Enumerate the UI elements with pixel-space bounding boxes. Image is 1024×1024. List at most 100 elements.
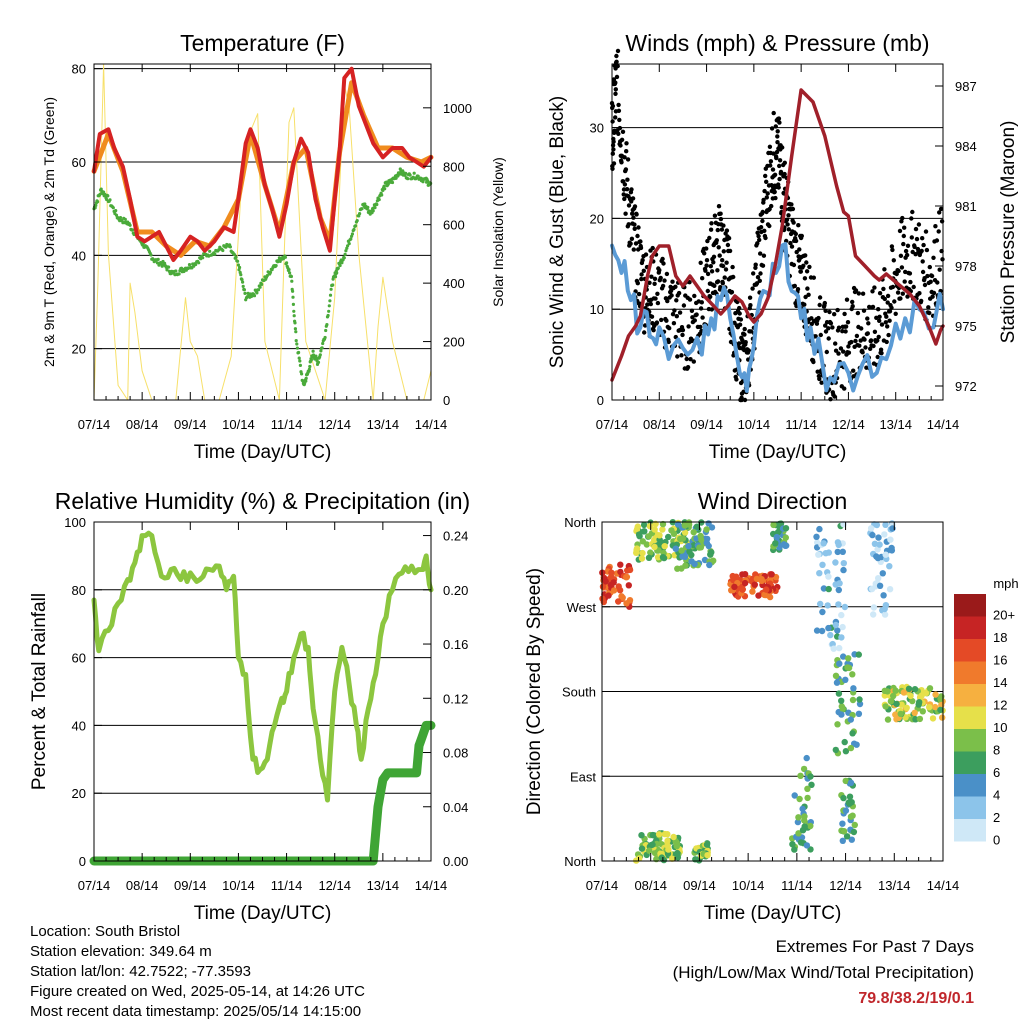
gust-series-point bbox=[648, 301, 653, 307]
wind-direction-point bbox=[820, 585, 828, 592]
rh-x-tick-label: 14/14 bbox=[415, 878, 448, 893]
wind-direction-point bbox=[879, 570, 886, 577]
dewpoint-series-point bbox=[373, 206, 377, 210]
gust-series-point bbox=[674, 298, 679, 303]
gust-series-point bbox=[624, 141, 629, 146]
wind-direction-point bbox=[882, 703, 889, 710]
gust-series-point bbox=[811, 275, 816, 280]
gust-series-point bbox=[807, 264, 812, 270]
gust-series-point bbox=[616, 102, 621, 108]
gust-series-point bbox=[720, 281, 725, 286]
wind-y2-tick-label: 987 bbox=[955, 79, 977, 94]
wind-y-tick-label: 0 bbox=[597, 393, 604, 408]
wind-direction-point bbox=[801, 817, 808, 824]
gust-series-point bbox=[876, 334, 881, 340]
dewpoint-series-point bbox=[382, 184, 386, 188]
dir-x-tick-label: 13/14 bbox=[878, 878, 911, 893]
wind-y2-tick-label: 984 bbox=[955, 139, 977, 154]
temp-x-tick-label: 12/14 bbox=[318, 417, 351, 432]
dewpoint-series-point bbox=[167, 265, 171, 269]
gust-series-point bbox=[939, 219, 945, 224]
dewpoint-series-point bbox=[297, 356, 301, 360]
rh-x-tick-label: 07/14 bbox=[78, 878, 111, 893]
wind-direction-point bbox=[697, 532, 704, 540]
wind-direction-point bbox=[800, 765, 808, 773]
gust-series-point bbox=[622, 182, 628, 187]
dewpoint-series-point bbox=[329, 287, 333, 291]
gust-series-point bbox=[897, 228, 903, 234]
dewpoint-series-point bbox=[241, 284, 245, 288]
rh-x-tick-label: 09/14 bbox=[174, 878, 207, 893]
dewpoint-series-point bbox=[300, 372, 304, 376]
dewpoint-series-point bbox=[383, 187, 387, 191]
wind-direction-point bbox=[867, 525, 875, 532]
gust-series-point bbox=[797, 247, 802, 252]
dewpoint-series-point bbox=[242, 288, 246, 292]
dewpoint-series-point bbox=[159, 262, 163, 266]
wind-direction-point bbox=[838, 697, 845, 704]
dewpoint-series-point bbox=[333, 275, 338, 279]
gust-series-point bbox=[738, 317, 744, 322]
gust-series-point bbox=[905, 243, 911, 248]
gust-series-point bbox=[688, 357, 693, 362]
gust-series-point bbox=[771, 151, 776, 156]
dewpoint-series-point bbox=[412, 171, 416, 175]
gust-series-point bbox=[883, 320, 888, 325]
gust-series-point bbox=[877, 318, 882, 323]
gust-series-point bbox=[865, 331, 870, 336]
gust-series-point bbox=[686, 324, 691, 329]
wind-direction-point bbox=[645, 533, 652, 540]
gust-series-point bbox=[691, 359, 696, 364]
wind-direction-point bbox=[849, 671, 856, 678]
gust-series-point bbox=[891, 258, 896, 263]
gust-series-point bbox=[925, 273, 930, 279]
gust-series-point bbox=[694, 312, 699, 317]
dewpoint-series-point bbox=[243, 291, 247, 295]
gust-series-point bbox=[788, 240, 793, 246]
gust-series-point bbox=[889, 244, 895, 249]
wind-direction-point bbox=[599, 583, 607, 590]
gust-series-point bbox=[876, 307, 881, 312]
gust-series-point bbox=[636, 291, 642, 297]
gust-series-point bbox=[611, 161, 617, 166]
temp-x-axis-label: Time (Day/UTC) bbox=[194, 442, 332, 463]
gust-series-point bbox=[707, 235, 712, 241]
wind-direction-point bbox=[836, 580, 843, 587]
dewpoint-series-point bbox=[350, 232, 354, 236]
dewpoint-series-point bbox=[408, 173, 412, 177]
gust-series-point bbox=[737, 311, 742, 316]
wind-direction-point bbox=[795, 830, 802, 837]
wind-direction-point bbox=[839, 548, 846, 555]
gust-series-point bbox=[796, 223, 801, 228]
gust-series-point bbox=[900, 291, 905, 296]
colorbar-label: 16 bbox=[993, 652, 1007, 667]
gust-series-point bbox=[704, 246, 709, 251]
gust-series-point bbox=[704, 258, 710, 263]
gust-series-point bbox=[763, 235, 768, 241]
wind-direction-point bbox=[847, 716, 854, 723]
extremes-panel: Extremes For Past 7 Days (High/Low/Max W… bbox=[673, 934, 974, 1012]
wind-direction-point bbox=[626, 597, 634, 604]
dewpoint-series-point bbox=[326, 313, 330, 318]
dewpoint-series-point bbox=[295, 342, 299, 346]
figure-created: Figure created on Wed, 2025-05-14, at 14… bbox=[30, 983, 365, 1000]
temp-title: Temperature (F) bbox=[180, 30, 345, 56]
wind-y2-tick-label: 972 bbox=[955, 379, 977, 394]
dewpoint-series-point bbox=[256, 288, 261, 292]
wind-x-tick-label: 14/14 bbox=[927, 417, 960, 432]
wind-direction-point bbox=[926, 704, 933, 711]
dewpoint-series-point bbox=[292, 314, 296, 318]
wind-direction-point bbox=[816, 525, 823, 533]
dewpoint-series-point bbox=[309, 358, 313, 362]
wind-direction-point bbox=[647, 549, 654, 556]
temp-y2-tick-label: 600 bbox=[443, 218, 465, 233]
wind-direction-point bbox=[766, 593, 774, 601]
gust-series-point bbox=[720, 263, 726, 269]
gust-series-point bbox=[791, 220, 796, 225]
gust-series-point bbox=[615, 63, 620, 69]
dewpoint-series-point bbox=[274, 264, 278, 268]
gust-series-point bbox=[762, 188, 767, 194]
gust-series-point bbox=[687, 297, 693, 302]
wind-direction-point bbox=[610, 587, 618, 594]
total-rainfall-line bbox=[89, 720, 436, 866]
